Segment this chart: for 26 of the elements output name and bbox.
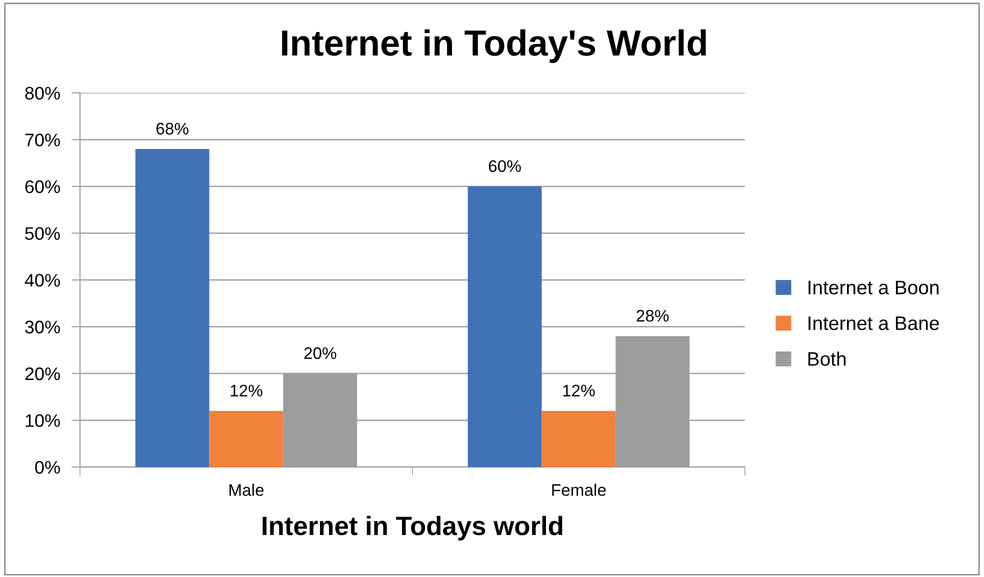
legend-label: Internet a Bane (808, 316, 939, 330)
data-label: 60% (488, 160, 521, 172)
y-tick-label: 20% (25, 367, 60, 380)
x-tick-label: Female (552, 484, 606, 496)
y-tick-label: 50% (25, 227, 60, 240)
legend-label: Both (808, 352, 846, 366)
data-label: 68% (156, 122, 188, 135)
bar (542, 410, 616, 468)
bar (468, 186, 542, 468)
bar (135, 149, 210, 468)
y-tick-label: 10% (26, 414, 60, 427)
y-tick-label: 80% (25, 86, 60, 100)
x-axis-title: Internet in Todays world (262, 516, 562, 540)
data-label: 12% (563, 384, 595, 396)
y-tick-label: 70% (25, 134, 60, 146)
y-tick-label: 0% (35, 460, 60, 474)
data-label: 28% (636, 310, 669, 322)
y-tick-label: 60% (25, 180, 60, 194)
y-tick-label: 30% (25, 320, 60, 334)
x-tick-label: Male (230, 484, 264, 496)
data-label: 12% (230, 384, 262, 396)
bar (209, 410, 284, 468)
chart-title: Internet in Today's World (282, 29, 706, 63)
y-tick-label: 40% (24, 274, 60, 287)
legend-label: Internet a Boon (808, 280, 939, 294)
data-label: 20% (304, 347, 336, 360)
